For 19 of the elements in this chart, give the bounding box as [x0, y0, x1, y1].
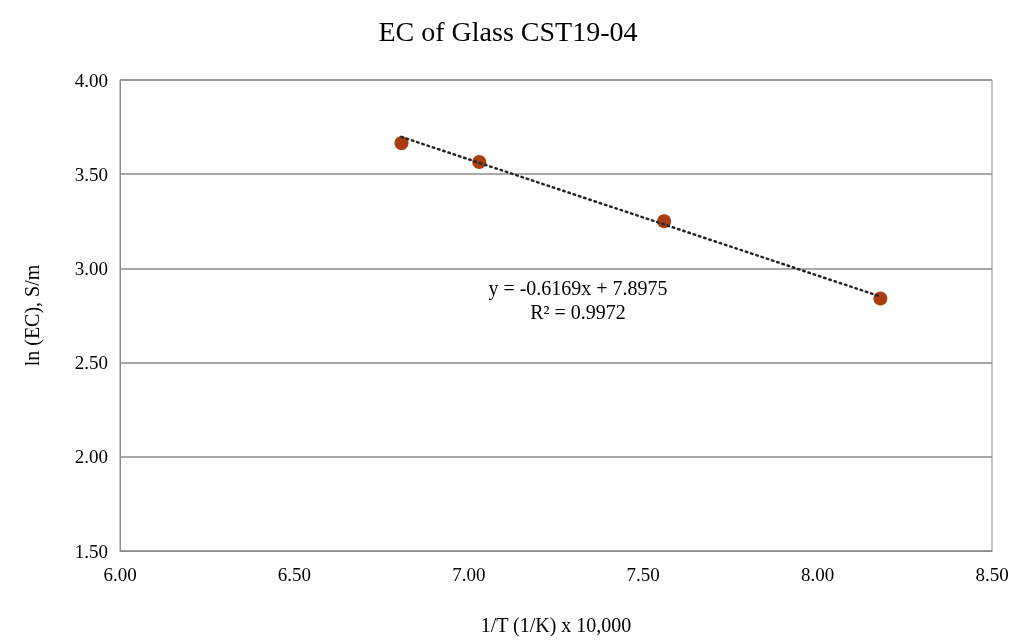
y-tick-label: 2.50 — [74, 352, 108, 374]
x-tick-label: 7.50 — [626, 564, 660, 585]
point — [394, 136, 409, 151]
y-tick-label: 3.50 — [74, 163, 108, 185]
y-tick-label: 4.00 — [74, 69, 108, 91]
x-tick-label: 8.50 — [975, 564, 1009, 585]
x-tick-label: 6.00 — [103, 564, 137, 585]
point — [873, 291, 888, 306]
y-tick-label: 3.00 — [74, 257, 108, 279]
annotation: y = -0.6169x + 7.8975 — [488, 277, 668, 300]
x-tick-label: 8.00 — [800, 564, 835, 585]
annotation: R² = 0.9972 — [530, 301, 626, 323]
x-tick-label: 7.00 — [452, 564, 486, 585]
y-tick-label: 1.50 — [74, 540, 108, 562]
x-axis-title: 1/T (1/K) x 10,000 — [480, 614, 632, 637]
chart-title: EC of Glass CST19-04 — [378, 15, 638, 47]
y-axis-title: ln (EC), S/m — [21, 264, 44, 367]
x-tick-label: 6.50 — [277, 564, 312, 585]
y-tick-label: 2.00 — [74, 446, 108, 468]
